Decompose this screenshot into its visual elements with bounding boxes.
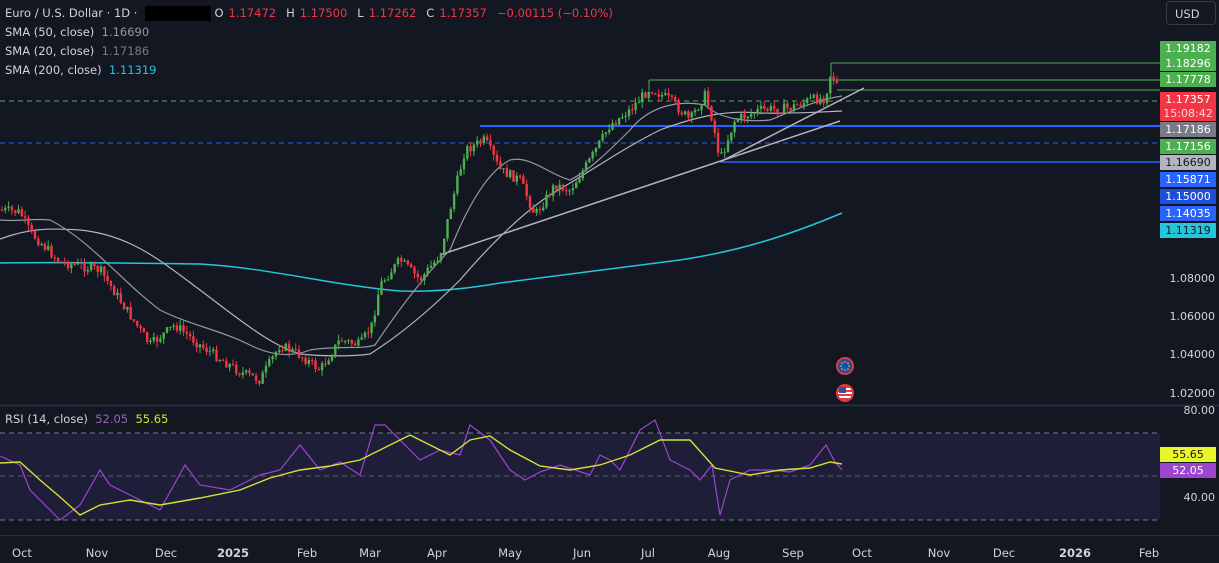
close-value: 1.17357 xyxy=(439,6,487,20)
sma20-tag: 1.17186 xyxy=(1160,122,1216,137)
sma200-tag: 1.11319 xyxy=(1160,223,1216,238)
price-tick: 1.04000 xyxy=(1169,348,1216,361)
price-tag-level: 1.19182 xyxy=(1160,41,1216,56)
eu-event-flag-icon[interactable] xyxy=(836,357,854,375)
price-tag-level: 1.18296 xyxy=(1160,56,1216,71)
trendlines[interactable] xyxy=(439,87,865,256)
rsi-line xyxy=(0,419,843,521)
sma50-tag: 1.16690 xyxy=(1160,155,1216,170)
time-tick: 2026 xyxy=(1058,546,1092,560)
horizontal-levels[interactable] xyxy=(0,62,1160,163)
time-tick: Jul xyxy=(641,546,655,560)
time-tick: Feb xyxy=(296,546,318,560)
sma20-legend[interactable]: SMA (20, close) 1.17186 xyxy=(5,44,150,58)
last-price-tag: 1.17357 xyxy=(1160,92,1216,107)
symbol-row[interactable]: Euro / U.S. Dollar · 1D · O 1.17472 H 1.1750… xyxy=(5,6,613,21)
time-tick: Nov xyxy=(927,546,951,560)
candlestick-series[interactable] xyxy=(0,72,839,387)
time-tick: Dec xyxy=(992,546,1016,560)
rsi-ma-line xyxy=(0,434,843,516)
sma50-legend[interactable]: SMA (50, close) 1.16690 xyxy=(5,25,150,39)
redacted-block xyxy=(145,6,212,21)
time-tick: Jun xyxy=(573,546,591,560)
time-tick: Feb xyxy=(1138,546,1160,560)
open-value: 1.17472 xyxy=(228,6,277,20)
rsi-tick: 40.00 xyxy=(1183,491,1216,504)
time-tick: 2025 xyxy=(216,546,250,560)
price-tag-level: 1.17156 xyxy=(1160,139,1216,154)
sma20-line xyxy=(0,95,843,356)
price-tick: 1.08000 xyxy=(1169,272,1216,285)
price-tag-level: 1.15871 xyxy=(1160,172,1216,187)
rsi-ma-value: 55.65 xyxy=(135,412,169,426)
time-tick: Nov xyxy=(85,546,109,560)
time-tick: Dec xyxy=(154,546,178,560)
sma200-line xyxy=(0,212,843,292)
rsi-legend[interactable]: RSI (14, close) 52.05 55.65 xyxy=(5,412,169,426)
chart-legend: Euro / U.S. Dollar · 1D · O 1.17472 H 1.1750… xyxy=(5,4,618,80)
price-tag-level: 1.15000 xyxy=(1160,189,1216,204)
rsi-tag: 52.05 xyxy=(1160,463,1216,478)
price-tick: 1.06000 xyxy=(1169,310,1216,323)
sma50-line xyxy=(0,110,843,357)
time-tick: Sep xyxy=(782,546,804,560)
countdown-tag: 15:08:42 xyxy=(1160,106,1216,121)
symbol-title: Euro / U.S. Dollar · 1D · xyxy=(5,6,138,20)
price-tag-level: 1.17778 xyxy=(1160,72,1216,87)
time-tick: Mar xyxy=(359,546,381,560)
time-tick: May xyxy=(498,546,522,560)
time-tick: Oct xyxy=(12,546,32,560)
rsi-tick: 80.00 xyxy=(1183,404,1216,417)
rsi-ma-tag: 55.65 xyxy=(1160,447,1216,462)
price-tick: 1.02000 xyxy=(1169,387,1216,400)
rsi-value: 52.05 xyxy=(95,412,129,426)
change-value: −0.00115 (−0.10%) xyxy=(496,6,613,20)
sma200-legend[interactable]: SMA (200, close) 1.11319 xyxy=(5,63,157,77)
currency-button[interactable]: USD xyxy=(1166,1,1216,25)
high-value: 1.17500 xyxy=(299,6,348,20)
us-event-flag-icon[interactable] xyxy=(836,384,854,402)
time-tick: Apr xyxy=(427,546,447,560)
price-tag-level: 1.14035 xyxy=(1160,206,1216,221)
time-tick: Aug xyxy=(707,546,731,560)
time-tick: Oct xyxy=(852,546,872,560)
low-value: 1.17262 xyxy=(368,6,417,20)
